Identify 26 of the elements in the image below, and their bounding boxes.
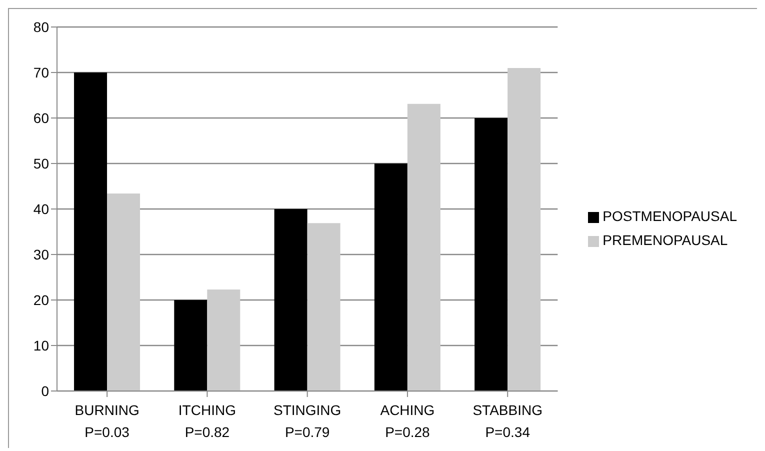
y-tick-label: 0 xyxy=(41,382,50,399)
y-tick-label: 20 xyxy=(33,292,50,308)
bar xyxy=(374,164,408,391)
y-tick-label: 60 xyxy=(33,110,50,126)
x-tick-label: STABBING P=0.34 xyxy=(472,402,542,440)
x-tick-label: BURNING P=0.03 xyxy=(74,402,140,440)
bar xyxy=(74,72,108,391)
y-tick-label: 10 xyxy=(33,337,50,354)
bar xyxy=(207,290,240,391)
y-tick-label: 50 xyxy=(33,155,50,172)
y-tick-label: 40 xyxy=(33,200,50,217)
bar xyxy=(407,104,440,391)
bar xyxy=(307,223,340,391)
y-tick-label: 70 xyxy=(33,64,50,80)
legend-label: POSTMENOPAUSAL xyxy=(602,208,737,224)
bar xyxy=(107,194,140,391)
x-tick-label: ITCHING P=0.82 xyxy=(178,402,236,440)
bar xyxy=(508,68,541,391)
bar xyxy=(174,300,208,391)
x-tick-label: ACHING P=0.28 xyxy=(380,402,435,440)
y-tick-label: 30 xyxy=(33,246,50,262)
bar xyxy=(474,118,508,391)
y-tick-label: 80 xyxy=(33,18,50,35)
legend-label: PREMENOPAUSAL xyxy=(602,232,728,248)
bar xyxy=(274,209,308,391)
x-tick-label: STINGING P=0.79 xyxy=(274,402,342,440)
